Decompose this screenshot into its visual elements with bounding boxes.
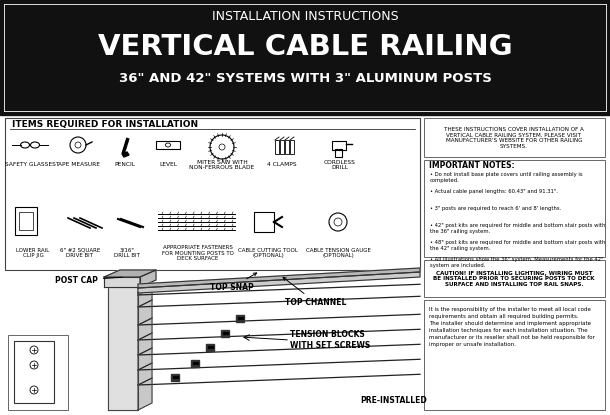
Polygon shape [104, 277, 140, 287]
Bar [332, 141, 346, 150]
Bar [254, 212, 274, 232]
Polygon shape [138, 268, 420, 288]
Text: SAFETY GLASSES: SAFETY GLASSES [4, 163, 56, 168]
Text: • 48" post kits are required for middle and bottom stair posts with the 42" rail: • 48" post kits are required for middle … [430, 240, 605, 251]
Bar [15, 207, 37, 235]
Bar [275, 140, 279, 154]
Text: • Do not install base plate covers until railing assembly is completed.: • Do not install base plate covers until… [430, 172, 583, 183]
Text: APPROPRIATE FASTENERS
FOR MOUNTING POSTS TO
DECK SURFACE: APPROPRIATE FASTENERS FOR MOUNTING POSTS… [162, 245, 234, 261]
Text: LEVEL: LEVEL [159, 163, 177, 168]
Bar [5, 272, 420, 415]
Bar [5, 118, 420, 270]
Text: INSTALLATION INSTRUCTIONS: INSTALLATION INSTRUCTIONS [212, 10, 398, 24]
Bar [424, 260, 605, 297]
Text: CORDLESS
DRILL: CORDLESS DRILL [324, 160, 356, 171]
Text: POST CAP: POST CAP [55, 276, 122, 285]
Text: PENCIL: PENCIL [115, 163, 135, 168]
Bar [191, 360, 199, 367]
Text: TOP SNAP: TOP SNAP [210, 273, 257, 292]
Bar [156, 141, 180, 149]
Bar [285, 140, 289, 154]
Bar [0, 0, 610, 115]
Polygon shape [138, 272, 420, 293]
Text: PRE-INSTALLED: PRE-INSTALLED [360, 395, 427, 405]
Text: • All illustrations show the 36" system. Measurements for the 42" system are inc: • All illustrations show the 36" system.… [430, 257, 603, 268]
Text: 3/16"
DRILL BIT: 3/16" DRILL BIT [114, 248, 140, 259]
Text: CABLE CUTTING TOOL
(OPTIONAL): CABLE CUTTING TOOL (OPTIONAL) [238, 248, 298, 259]
Text: LOWER RAIL
CLIP JIG: LOWER RAIL CLIP JIG [16, 248, 49, 259]
Polygon shape [138, 280, 152, 410]
Bar [424, 160, 605, 257]
Bar [171, 374, 179, 381]
Text: VERTICAL CABLE RAILING: VERTICAL CABLE RAILING [98, 33, 512, 61]
Text: MITER SAW WITH
NON-FERROUS BLADE: MITER SAW WITH NON-FERROUS BLADE [189, 160, 254, 171]
Text: 4 CLAMPS: 4 CLAMPS [267, 163, 297, 168]
Text: THESE INSTRUCTIONS COVER INSTALLATION OF A
VERTICAL CABLE RAILING SYSTEM. PLEASE: THESE INSTRUCTIONS COVER INSTALLATION OF… [444, 127, 584, 149]
Text: CABLE TENSION GAUGE
(OPTIONAL): CABLE TENSION GAUGE (OPTIONAL) [306, 248, 370, 259]
Bar [424, 300, 605, 410]
Bar [206, 344, 214, 351]
Text: IMPORTANT NOTES:: IMPORTANT NOTES: [429, 161, 515, 169]
Text: • 3" posts are required to reach 6' and 8' lengths.: • 3" posts are required to reach 6' and … [430, 206, 561, 211]
Polygon shape [108, 287, 138, 410]
Text: TOP CHANNEL: TOP CHANNEL [283, 277, 346, 307]
Text: CAUTION! IF INSTALLING LIGHTING, WIRING MUST
BE INSTALLED PRIOR TO SECURING POST: CAUTION! IF INSTALLING LIGHTING, WIRING … [433, 271, 595, 287]
Text: TENSION BLOCKS
WITH SET SCREWS: TENSION BLOCKS WITH SET SCREWS [290, 330, 370, 350]
Bar [14, 341, 54, 403]
Text: TAPE MEASURE: TAPE MEASURE [56, 163, 101, 168]
Text: • 42" post kits are required for middle and bottom stair posts with the 36" rail: • 42" post kits are required for middle … [430, 223, 605, 234]
Text: It is the responsibility of the installer to meet all local code
requirements an: It is the responsibility of the installe… [429, 307, 595, 347]
Text: • Actual cable panel lengths: 60.43" and 91.31".: • Actual cable panel lengths: 60.43" and… [430, 189, 558, 194]
Text: 36" AND 42" SYSTEMS WITH 3" ALUMINUM POSTS: 36" AND 42" SYSTEMS WITH 3" ALUMINUM POS… [118, 73, 492, 85]
Polygon shape [140, 270, 156, 287]
Bar [335, 149, 342, 157]
Bar [221, 330, 229, 337]
Polygon shape [104, 270, 156, 277]
Bar [290, 140, 294, 154]
Text: ITEMS REQUIRED FOR INSTALLATION: ITEMS REQUIRED FOR INSTALLATION [12, 120, 198, 129]
Bar [19, 212, 33, 230]
Bar [280, 140, 284, 154]
Bar [8, 335, 68, 410]
Polygon shape [122, 152, 129, 157]
Bar [424, 118, 605, 157]
Text: 6" #2 SQUARE
DRIVE BIT: 6" #2 SQUARE DRIVE BIT [60, 248, 100, 259]
Bar [236, 315, 244, 322]
